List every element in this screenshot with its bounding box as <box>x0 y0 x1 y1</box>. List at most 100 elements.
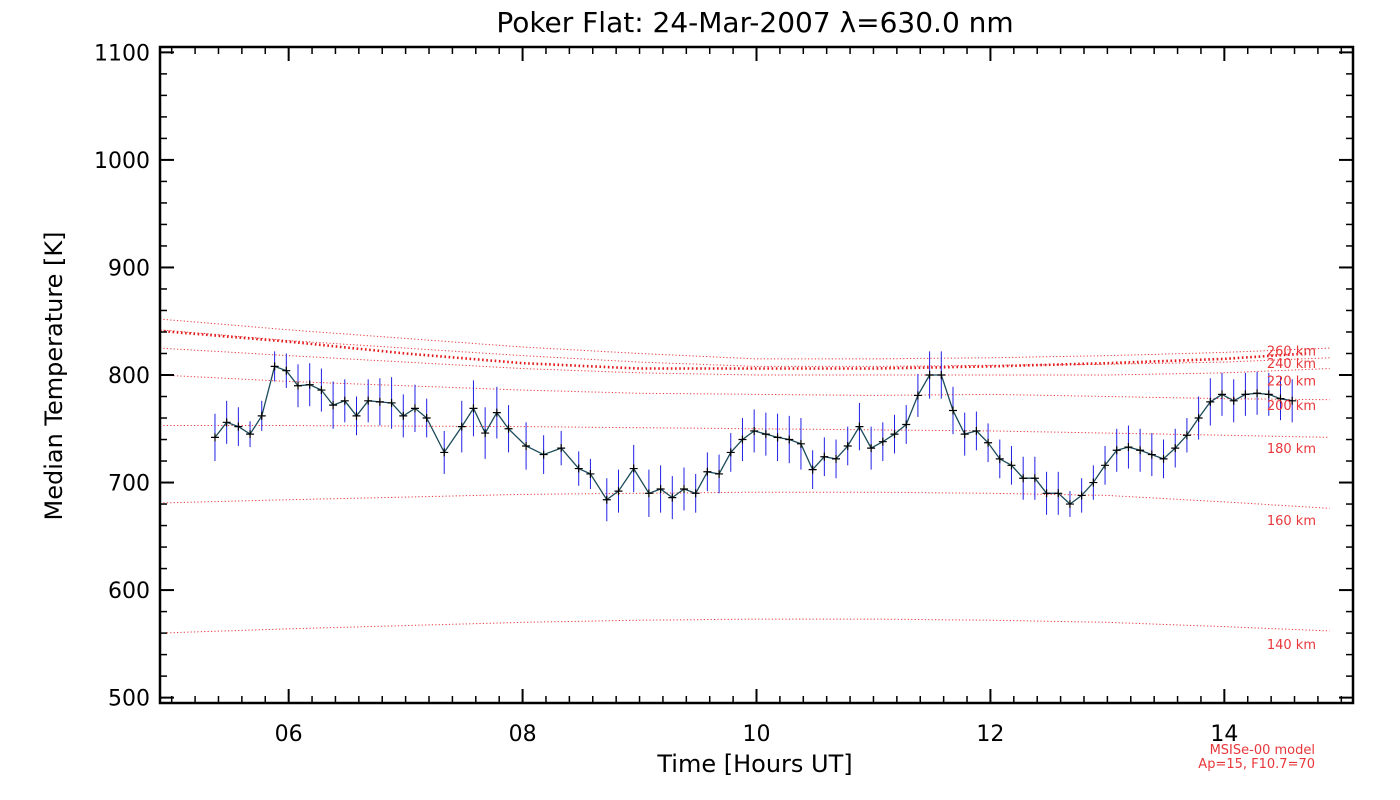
data-point-84 <box>1241 390 1250 399</box>
data-point-69 <box>1065 500 1074 509</box>
data-point-75 <box>1136 446 1145 455</box>
data-point-64 <box>1007 461 1016 470</box>
data-point-88 <box>1288 396 1297 405</box>
model-curve-0 <box>159 618 1330 634</box>
data-point-76 <box>1147 450 1156 459</box>
data-point-47 <box>808 465 817 474</box>
altitude-label-4: 180 km <box>1267 442 1316 457</box>
model-note-line2: Ap=15, F10.7=70 <box>1198 757 1315 772</box>
data-point-78 <box>1171 444 1180 453</box>
data-point-52 <box>867 444 876 453</box>
data-point-80 <box>1194 414 1203 423</box>
data-point-48 <box>820 452 829 461</box>
y-tick-label-4: 900 <box>108 256 150 281</box>
data-point-29 <box>586 469 595 478</box>
data-point-44 <box>773 433 782 442</box>
data-point-66 <box>1030 474 1039 483</box>
data-point-8 <box>305 380 314 389</box>
data-point-85 <box>1253 389 1262 398</box>
data-point-81 <box>1206 397 1215 406</box>
altitude-label-3: 200 km <box>1267 399 1316 414</box>
data-point-40 <box>726 448 735 457</box>
data-point-59 <box>948 406 957 415</box>
data-point-70 <box>1077 491 1086 500</box>
data-point-42 <box>750 426 759 435</box>
data-point-60 <box>960 430 969 439</box>
model-exosphere-curve <box>159 329 1307 370</box>
plot-frame <box>158 45 1355 705</box>
data-point-71 <box>1089 478 1098 487</box>
altitude-label-0: 260 km <box>1267 344 1316 359</box>
data-point-0 <box>210 433 219 442</box>
data-point-28 <box>574 464 583 473</box>
y-tick-label-1: 600 <box>108 579 150 604</box>
y-tick-label-3: 800 <box>108 364 150 389</box>
data-point-13 <box>364 396 373 405</box>
data-point-27 <box>557 444 566 453</box>
data-point-9 <box>317 386 326 395</box>
data-point-57 <box>925 371 934 379</box>
data-point-68 <box>1054 489 1063 498</box>
data-point-1 <box>222 418 231 427</box>
data-point-10 <box>329 401 338 410</box>
temperature-line <box>214 365 1293 505</box>
x-tick-label-1: 08 <box>509 722 537 747</box>
data-point-30 <box>602 495 611 504</box>
data-point-37 <box>691 489 700 498</box>
data-point-4 <box>257 411 266 420</box>
chart-title: Poker Flat: 24-Mar-2007 λ=630.0 nm <box>496 6 1013 39</box>
model-curve-1 <box>159 491 1330 509</box>
model-note-line1: MSISe-00 model <box>1210 743 1315 758</box>
data-point-19 <box>440 448 449 457</box>
data-point-55 <box>902 420 911 429</box>
x-tick-label-0: 06 <box>275 722 303 747</box>
data-point-22 <box>481 429 490 438</box>
data-point-3 <box>246 430 255 439</box>
data-point-38 <box>703 467 712 476</box>
data-point-16 <box>399 411 408 420</box>
data-point-58 <box>937 371 946 379</box>
data-point-39 <box>715 469 724 478</box>
data-point-82 <box>1218 390 1226 399</box>
x-tick-label-3: 12 <box>976 722 1004 747</box>
data-point-31 <box>614 487 623 496</box>
data-point-49 <box>832 454 841 463</box>
y-axis-label: Median Temperature [K] <box>40 231 68 520</box>
data-point-77 <box>1159 454 1168 463</box>
data-point-65 <box>1019 474 1028 483</box>
data-point-35 <box>668 493 677 502</box>
data-point-56 <box>913 391 922 400</box>
data-point-21 <box>469 404 478 413</box>
data-point-11 <box>340 396 349 405</box>
msis-model-curves <box>159 318 1330 634</box>
model-curve-5 <box>159 329 1330 367</box>
data-point-43 <box>761 430 770 439</box>
model-curve-3 <box>159 374 1330 401</box>
data-point-7 <box>294 381 303 390</box>
data-point-24 <box>504 424 513 433</box>
axes: 06 08 10 12 14 500 600 700 800 900 1000 1100 <box>94 41 1353 747</box>
data-point-83 <box>1229 396 1238 405</box>
temperature-series <box>210 351 1297 522</box>
x-tick-label-2: 10 <box>743 722 771 747</box>
x-tick-label-4: 14 <box>1210 722 1238 747</box>
y-tick-label-5: 1000 <box>94 149 150 174</box>
data-point-61 <box>972 426 981 435</box>
x-axis-label: Time [Hours UT] <box>656 750 852 778</box>
data-point-2 <box>234 422 243 431</box>
data-point-26 <box>539 450 548 459</box>
data-point-62 <box>984 438 993 447</box>
data-point-18 <box>422 414 431 423</box>
data-point-46 <box>796 439 805 448</box>
model-curve-4 <box>159 347 1330 376</box>
data-point-5 <box>270 362 279 371</box>
y-tick-label-6: 1100 <box>94 41 150 66</box>
data-point-20 <box>457 422 466 431</box>
data-point-67 <box>1042 489 1051 498</box>
data-point-63 <box>995 454 1004 463</box>
data-point-79 <box>1182 431 1191 440</box>
data-point-17 <box>410 404 419 413</box>
altitude-label-5: 160 km <box>1267 514 1316 529</box>
